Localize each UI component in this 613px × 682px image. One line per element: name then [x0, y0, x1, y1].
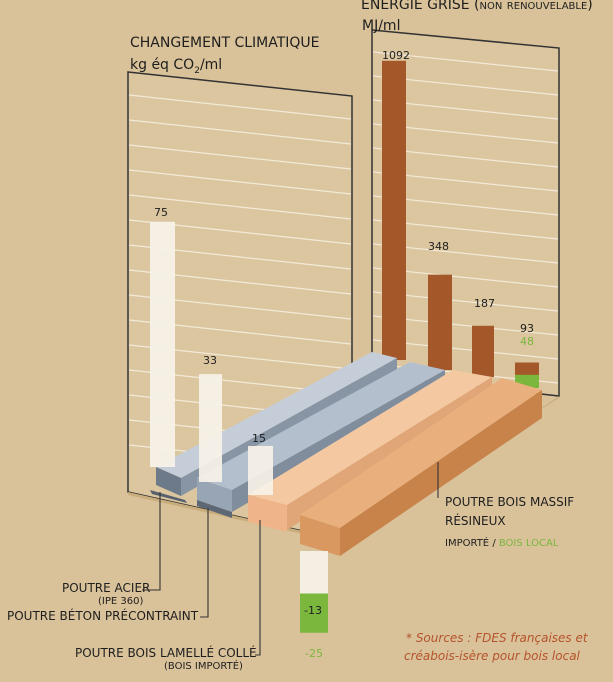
- value-label-beton-climat: 33: [203, 354, 217, 367]
- label-poutre-beton: POUTRE BÉTON PRÉCONTRAINT: [7, 609, 199, 623]
- bar-energie-importe-0: [382, 60, 406, 361]
- sources-line-2: créabois-isère pour bois local: [404, 649, 580, 663]
- sources-line-1: * Sources : FDES françaises et: [406, 631, 588, 645]
- bar-climat-importe-0: [150, 221, 175, 467]
- right-chart-unit: MJ/ml: [362, 18, 401, 34]
- bar-climat-importe-3: [300, 551, 328, 594]
- value-label-acier-energie: 1092: [382, 49, 410, 62]
- value-label-beton-energie: 348: [428, 240, 449, 253]
- value-label-massif-energie-local: 48: [520, 335, 534, 348]
- label-poutre-massif-2: RÉSINEUX: [445, 514, 506, 528]
- value-label-lamelle-energie: 187: [474, 297, 495, 310]
- label-poutre-acier-sub: (IPE 360): [98, 596, 144, 607]
- left-chart-title: CHANGEMENT CLIMATIQUE: [130, 35, 320, 51]
- energie-bars: [382, 60, 539, 388]
- climat-bars: [150, 221, 328, 633]
- bar-energie-importe-1: [428, 274, 452, 370]
- label-poutre-lamelle: POUTRE BOIS LAMELLÉ COLLÉ: [75, 646, 257, 660]
- value-label-lamelle-climat: 15: [252, 432, 266, 445]
- bar-energie-importe-2: [472, 325, 494, 377]
- legend-importe-bois-local: IMPORTÉ / BOIS LOCAL: [445, 538, 559, 549]
- value-label-acier-climat: 75: [154, 206, 168, 219]
- beam-wood-massif: [300, 378, 542, 556]
- label-poutre-lamelle-sub: (BOIS IMPORTÉ): [164, 661, 243, 672]
- value-label-massif-energie-importe: 93: [520, 322, 534, 335]
- left-chart-unit: kg éq CO2/ml: [130, 57, 223, 76]
- bar-climat-local-3: [300, 593, 328, 633]
- label-poutre-massif-1: POUTRE BOIS MASSIF: [445, 495, 575, 509]
- right-chart-title: ÉNERGIE GRISE (non renouvelable): [361, 0, 593, 13]
- bar-climat-importe-2: [248, 445, 273, 495]
- label-poutre-acier: POUTRE ACIER: [62, 581, 151, 595]
- value-label-massif-climat-importe: -13: [304, 604, 322, 617]
- bar-climat-importe-1: [199, 374, 222, 482]
- value-label-massif-climat-local: -25: [305, 647, 323, 660]
- leader-lines: [142, 462, 439, 656]
